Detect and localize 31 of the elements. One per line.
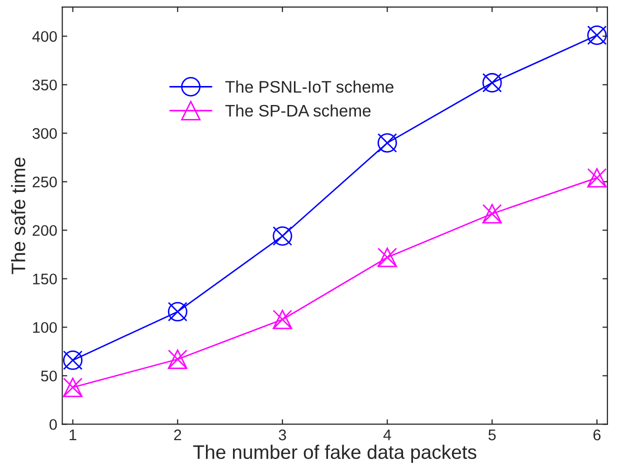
legend-label: The SP-DA scheme: [225, 104, 371, 117]
y-tick-label: 400: [32, 31, 57, 42]
x-tick-label: 4: [383, 430, 392, 440]
x-tick-label: 2: [174, 429, 182, 440]
x-tick-label: 3: [278, 429, 286, 440]
x-tick-label: 5: [488, 430, 496, 440]
point: [63, 378, 83, 398]
y-tick-label: 200: [32, 225, 57, 236]
point: [378, 248, 397, 268]
point: [482, 73, 502, 92]
x-tick-label: 6: [593, 429, 601, 440]
y-tick-label: 0: [50, 419, 57, 430]
x-tick-label: 1: [70, 430, 76, 440]
legend-label: The PSNL-IoT scheme: [225, 80, 394, 93]
point: [378, 133, 397, 153]
y-tick-label: 150: [33, 274, 57, 284]
point: [587, 168, 607, 188]
point: [587, 26, 607, 45]
x-axis-title: The number of fake data packets: [193, 444, 476, 463]
y-tick-label: 50: [41, 370, 57, 382]
point: [272, 310, 292, 330]
y-tick-label: 350: [32, 80, 57, 90]
point: [482, 204, 502, 224]
point: [168, 302, 188, 322]
point: [272, 226, 292, 246]
y-tick-label: 250: [32, 176, 57, 188]
y-tick-label: 300: [32, 128, 57, 139]
y-axis-title: The safe time: [11, 158, 26, 274]
y-tick-label: 100: [33, 322, 57, 333]
point: [63, 350, 83, 370]
point: [168, 350, 188, 369]
